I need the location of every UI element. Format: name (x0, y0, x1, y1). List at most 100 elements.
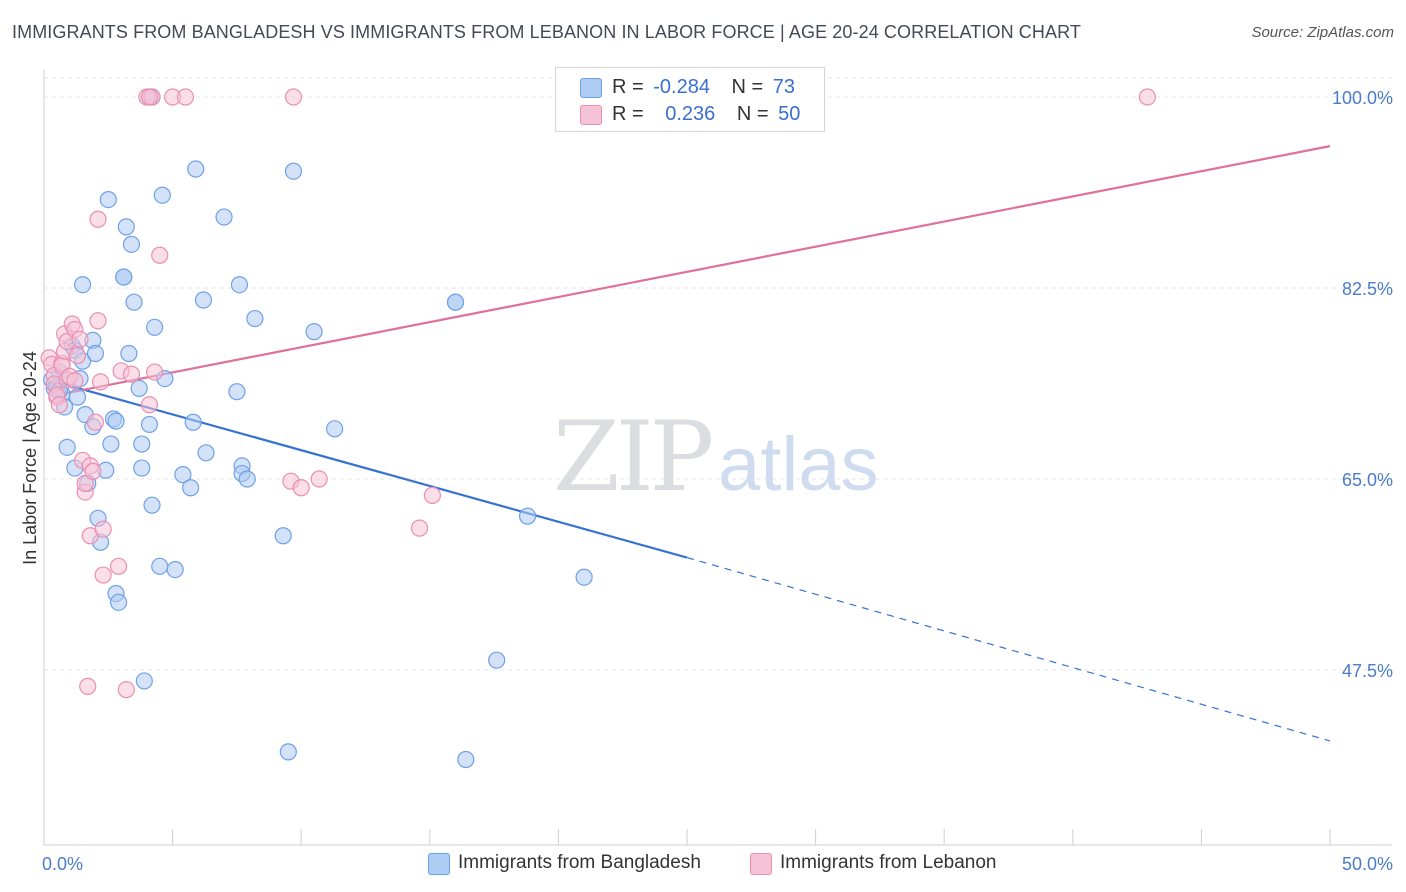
point-lebanon (66, 372, 84, 390)
legend-n-label: N = (731, 76, 764, 98)
legend-swatch-bangladesh (580, 78, 602, 98)
point-lebanon (89, 210, 107, 228)
point-bangladesh (73, 276, 92, 294)
point-bangladesh (115, 268, 133, 286)
point-lebanon (284, 88, 303, 106)
point-bangladesh (326, 420, 344, 438)
x-tick-label: 50.0% (1342, 854, 1393, 874)
point-bangladesh (153, 186, 171, 204)
point-bangladesh (151, 557, 169, 575)
point-bangladesh (166, 560, 184, 579)
watermark: ZIP atlas (553, 401, 879, 513)
point-lebanon (1138, 88, 1156, 106)
point-bangladesh (446, 293, 465, 311)
legend-r-value: 0.236 (665, 103, 716, 125)
point-lebanon (151, 246, 169, 264)
y-axis-label: In Labor Force | Age 20-24 (20, 351, 40, 565)
trend-lines (51, 145, 1331, 742)
point-lebanon (310, 470, 328, 488)
point-bangladesh (184, 413, 202, 431)
point-bangladesh (488, 651, 506, 669)
point-bangladesh (174, 466, 192, 484)
point-lebanon (68, 347, 87, 365)
point-lebanon (410, 519, 429, 537)
point-lebanon (176, 88, 195, 106)
trend-line-lebanon (51, 145, 1331, 398)
point-bangladesh (274, 527, 292, 545)
legend-n-value: 73 (772, 76, 796, 98)
point-lebanon (76, 474, 94, 492)
legend-r-label: R = (612, 103, 644, 125)
watermark-zip: ZIP (553, 401, 712, 513)
legend-n-value: 50 (778, 103, 801, 125)
point-bangladesh (230, 276, 249, 294)
legend-r-value: -0.284 (653, 76, 710, 98)
series-swatch-lebanon (750, 853, 772, 875)
point-bangladesh (109, 593, 128, 611)
point-bangladesh (284, 162, 303, 180)
point-bangladesh (107, 412, 125, 430)
point-bangladesh (246, 309, 264, 328)
point-bangladesh (133, 459, 151, 477)
series-name-bangladesh: Immigrants from Bangladesh (458, 852, 701, 873)
point-bangladesh (518, 507, 537, 525)
legend-n-label: N = (736, 103, 769, 125)
correlation-legend: R = -0.284 N = 73 R = 0.236 N = 50 (555, 67, 825, 132)
point-bangladesh (197, 444, 215, 462)
point-lebanon (140, 88, 159, 106)
point-lebanon (86, 413, 105, 431)
y-tick-label: 47.5% (1342, 661, 1393, 681)
point-bangladesh (135, 672, 153, 690)
point-lebanon (94, 566, 112, 584)
point-lebanon (79, 677, 97, 695)
point-lebanon (94, 520, 112, 538)
point-lebanon (84, 462, 102, 480)
point-bangladesh (215, 208, 233, 226)
y-tick-label: 82.5% (1342, 279, 1393, 299)
legend-r-label: R = (612, 76, 644, 98)
point-bangladesh (140, 415, 159, 434)
y-tick-label: 65.0% (1342, 470, 1393, 490)
chart-title: IMMIGRANTS FROM BANGLADESH VS IMMIGRANTS… (12, 22, 1081, 42)
point-lebanon (117, 681, 135, 699)
trend-line-bangladesh (51, 379, 688, 559)
point-lebanon (423, 486, 441, 504)
point-bangladesh (130, 379, 148, 398)
x-tick-labels: 0.0% 50.0% (42, 854, 1393, 874)
point-lebanon (140, 396, 159, 414)
y-tick-label: 100.0% (1332, 88, 1393, 108)
point-lebanon (71, 330, 89, 348)
point-lebanon (122, 365, 141, 383)
point-lebanon (50, 396, 69, 414)
y-tick-labels: 100.0% 82.5% 65.0% 47.5% (1332, 88, 1393, 681)
watermark-atlas: atlas (718, 422, 879, 507)
point-bangladesh (238, 470, 256, 488)
point-lebanon (89, 312, 107, 330)
point-bangladesh (125, 293, 143, 311)
legend-swatch-lebanon (580, 105, 602, 125)
point-bangladesh (145, 318, 164, 336)
point-lebanon (109, 557, 128, 575)
point-bangladesh (68, 388, 87, 406)
point-bangladesh (99, 190, 117, 209)
point-bangladesh (102, 435, 120, 453)
trend-line-bangladesh-extension (686, 557, 1331, 742)
point-bangladesh (122, 235, 141, 253)
point-bangladesh (305, 323, 323, 341)
point-bangladesh (143, 496, 161, 514)
point-bangladesh (182, 479, 200, 497)
point-bangladesh (58, 438, 76, 456)
point-bangladesh (194, 291, 213, 309)
grid-lines (44, 77, 1392, 671)
series-swatch-bangladesh (428, 853, 450, 875)
axes (43, 70, 1392, 846)
point-bangladesh (228, 383, 246, 401)
point-bangladesh (187, 160, 205, 178)
source-credit: Source: ZipAtlas.com (1251, 24, 1394, 41)
x-tick-label: 0.0% (42, 854, 83, 874)
point-bangladesh (457, 750, 475, 769)
point-bangladesh (86, 344, 105, 363)
point-lebanon (292, 479, 310, 497)
data-points (40, 88, 1156, 769)
